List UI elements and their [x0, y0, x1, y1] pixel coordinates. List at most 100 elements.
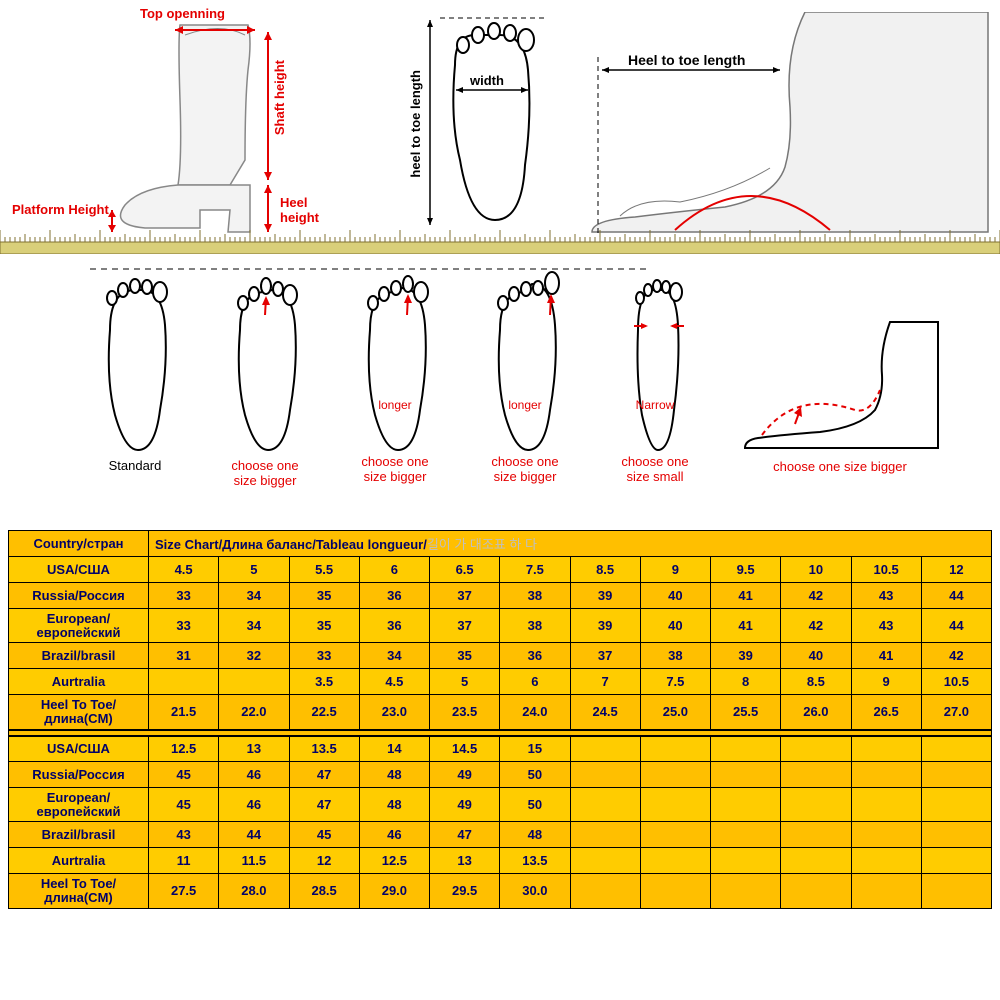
table-cell: 32 [219, 643, 289, 669]
table-cell: 24.0 [500, 695, 570, 730]
table-cell: 47 [430, 822, 500, 848]
table-cell: 42 [781, 583, 851, 609]
table-cell: 33 [289, 643, 359, 669]
table-cell: 34 [219, 609, 289, 643]
table-row-label: USA/США [9, 736, 149, 762]
table-cell: 40 [781, 643, 851, 669]
table-cell [570, 848, 640, 874]
table-cell: 8.5 [781, 669, 851, 695]
table-cell [921, 736, 991, 762]
side-foot-diagram: Heel to toe length [580, 12, 980, 242]
foot-small-label: choose one size small [590, 454, 720, 484]
table-row-label: Brazil/brasil [9, 643, 149, 669]
size-chart-table: Country/странSize Chart/Длина баланс/Tab… [8, 530, 992, 909]
foot-side: choose one size bigger [740, 320, 940, 474]
table-cell: 36 [359, 609, 429, 643]
table-cell [570, 822, 640, 848]
table-cell [921, 822, 991, 848]
table-cell [781, 736, 851, 762]
table-cell: 48 [359, 788, 429, 822]
table-cell: 21.5 [149, 695, 219, 730]
table-cell: 44 [921, 609, 991, 643]
table-cell [781, 822, 851, 848]
label-shaft-height: Shaft height [272, 60, 287, 135]
table-cell: 46 [359, 822, 429, 848]
table-cell: 38 [500, 583, 570, 609]
table-cell [781, 762, 851, 788]
foot-bigger-1-label: choose one size bigger [200, 458, 330, 488]
table-cell: 33 [149, 583, 219, 609]
table-cell: 27.5 [149, 874, 219, 908]
table-cell: 4.5 [149, 557, 219, 583]
table-cell: 12.5 [359, 848, 429, 874]
table-cell: 14 [359, 736, 429, 762]
table-cell: 35 [289, 583, 359, 609]
table-cell: 35 [289, 609, 359, 643]
table-cell: 47 [289, 762, 359, 788]
table-row-label: Brazil/brasil [9, 822, 149, 848]
table-cell: 3.5 [289, 669, 359, 695]
table-cell: 46 [219, 762, 289, 788]
table-cell: 4.5 [359, 669, 429, 695]
table-cell: 14.5 [430, 736, 500, 762]
table-cell: 27.0 [921, 695, 991, 730]
table-row-label: USA/США [9, 557, 149, 583]
table-cell [851, 736, 921, 762]
table-cell: 37 [430, 609, 500, 643]
table-cell: 43 [851, 583, 921, 609]
table-cell: 12.5 [149, 736, 219, 762]
table-row-label: Russia/Россия [9, 583, 149, 609]
table-cell: 28.5 [289, 874, 359, 908]
table-cell: 23.5 [430, 695, 500, 730]
foot-bigger-2-label: choose one size bigger [330, 454, 460, 484]
table-cell: 7.5 [500, 557, 570, 583]
table-cell [570, 736, 640, 762]
table-cell: 35 [430, 643, 500, 669]
table-cell: 49 [430, 788, 500, 822]
table-cell [570, 874, 640, 908]
table-cell [219, 669, 289, 695]
table-cell: 29.0 [359, 874, 429, 908]
table-cell: 45 [149, 762, 219, 788]
table-cell [149, 669, 219, 695]
table-cell [921, 874, 991, 908]
table-cell: 6.5 [430, 557, 500, 583]
table-row-label: European/европейский [9, 609, 149, 643]
table-cell [640, 848, 710, 874]
table-cell: 13 [430, 848, 500, 874]
table-row-label: Aurtralia [9, 669, 149, 695]
table-cell: 10.5 [921, 669, 991, 695]
table-cell [640, 788, 710, 822]
table-cell: 5 [430, 669, 500, 695]
table-cell [711, 822, 781, 848]
table-cell: 39 [570, 609, 640, 643]
table-cell: 25.0 [640, 695, 710, 730]
table-cell: 44 [219, 822, 289, 848]
foot-standard-label: Standard [70, 458, 200, 473]
table-cell: 47 [289, 788, 359, 822]
table-header-value: Size Chart/Длина баланс/Tableau longueur… [149, 531, 992, 557]
table-cell: 6 [359, 557, 429, 583]
table-cell: 30.0 [500, 874, 570, 908]
table-cell: 6 [500, 669, 570, 695]
table-cell: 8 [711, 669, 781, 695]
table-cell [781, 788, 851, 822]
table-cell: 12 [289, 848, 359, 874]
table-cell: 38 [500, 609, 570, 643]
label-heel-height: Heel height [280, 195, 350, 225]
table-cell: 36 [500, 643, 570, 669]
table-cell: 5 [219, 557, 289, 583]
table-cell: 50 [500, 762, 570, 788]
table-cell: 41 [851, 643, 921, 669]
table-cell: 37 [570, 643, 640, 669]
table-row-label: Russia/Россия [9, 762, 149, 788]
foot-bigger-2-longer: longer [330, 398, 460, 412]
table-cell [570, 762, 640, 788]
foot-bigger-3-longer: longer [460, 398, 590, 412]
table-cell: 11 [149, 848, 219, 874]
table-row-label: European/европейский [9, 788, 149, 822]
table-row-label: Heel To Toe/длина(CM) [9, 695, 149, 730]
foot-side-label: choose one size bigger [740, 459, 940, 474]
table-cell [711, 788, 781, 822]
table-cell: 45 [149, 788, 219, 822]
